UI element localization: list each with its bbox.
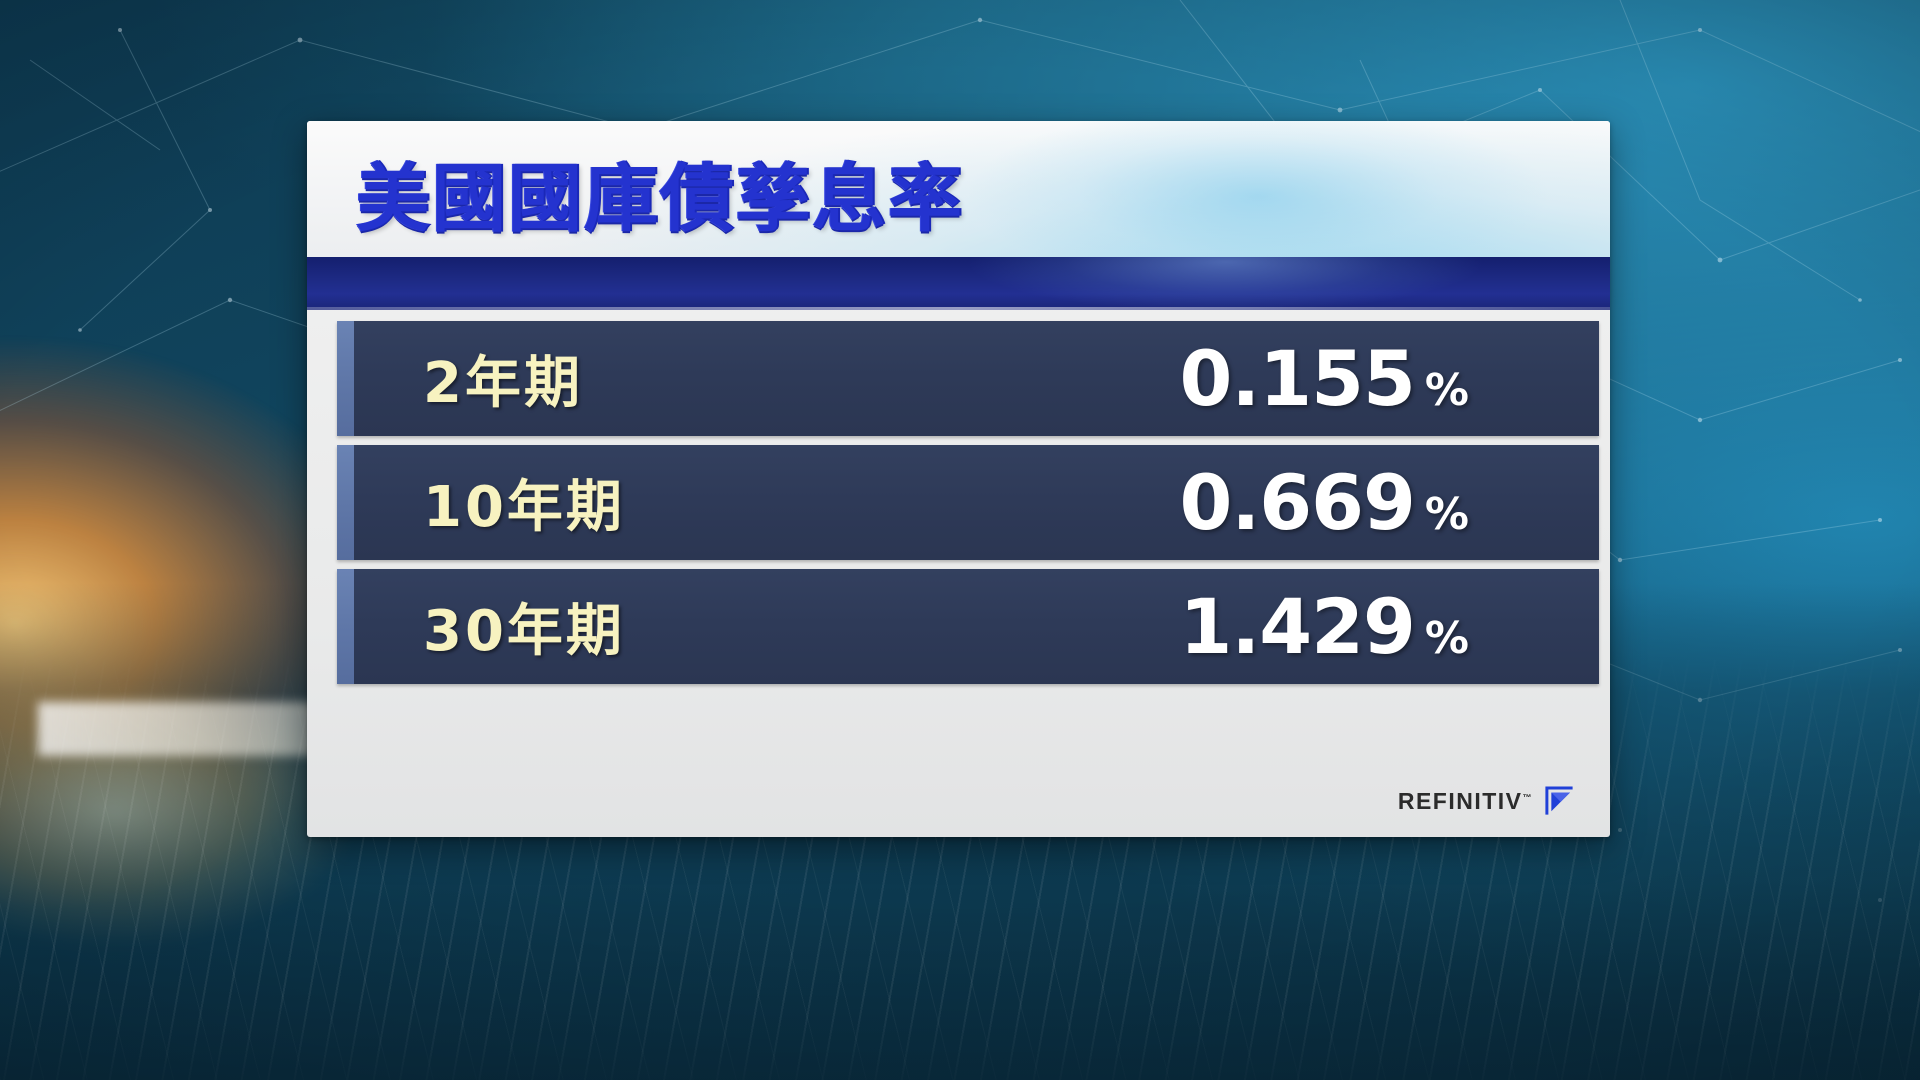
row-value-yield: 0.155 [1179, 334, 1416, 423]
row-value-group: 1.429 % [1180, 582, 1470, 671]
row-accent-bar [337, 321, 354, 436]
refinitiv-logo: REFINITIV™ [1398, 784, 1576, 818]
refinitiv-arrow-icon [1545, 786, 1573, 815]
row-unit-percent: % [1424, 613, 1469, 664]
yield-table-card: 美國國庫債孳息率 2年期 0.155 % 10年期 0.669 % 30年期 1… [307, 121, 1610, 837]
row-label-maturity: 2年期 [423, 351, 583, 416]
card-footer: REFINITIV™ [307, 765, 1610, 837]
table-row: 2年期 0.155 % [337, 321, 1599, 436]
row-accent-bar [337, 445, 354, 560]
header-divider-band [307, 257, 1610, 310]
refinitiv-wordmark-text: REFINITIV [1397, 787, 1523, 814]
row-label-maturity: 10年期 [423, 475, 625, 540]
table-row: 30年期 1.429 % [337, 569, 1599, 684]
page-title: 美國國庫債孳息率 [356, 156, 964, 242]
row-value-yield: 0.669 [1179, 458, 1416, 547]
yield-rows: 2年期 0.155 % 10年期 0.669 % 30年期 1.429 % [307, 310, 1610, 684]
refinitiv-wordmark: REFINITIV™ [1398, 788, 1533, 815]
row-unit-percent: % [1424, 489, 1469, 540]
card-header: 美國國庫債孳息率 [307, 121, 1610, 257]
row-accent-bar [337, 569, 354, 684]
row-label-maturity: 30年期 [423, 599, 625, 664]
row-value-group: 0.155 % [1180, 334, 1470, 423]
row-unit-percent: % [1424, 365, 1469, 416]
trademark-symbol: ™ [1522, 791, 1533, 802]
table-row: 10年期 0.669 % [337, 445, 1599, 560]
row-value-group: 0.669 % [1180, 458, 1470, 547]
row-value-yield: 1.429 [1179, 582, 1416, 671]
